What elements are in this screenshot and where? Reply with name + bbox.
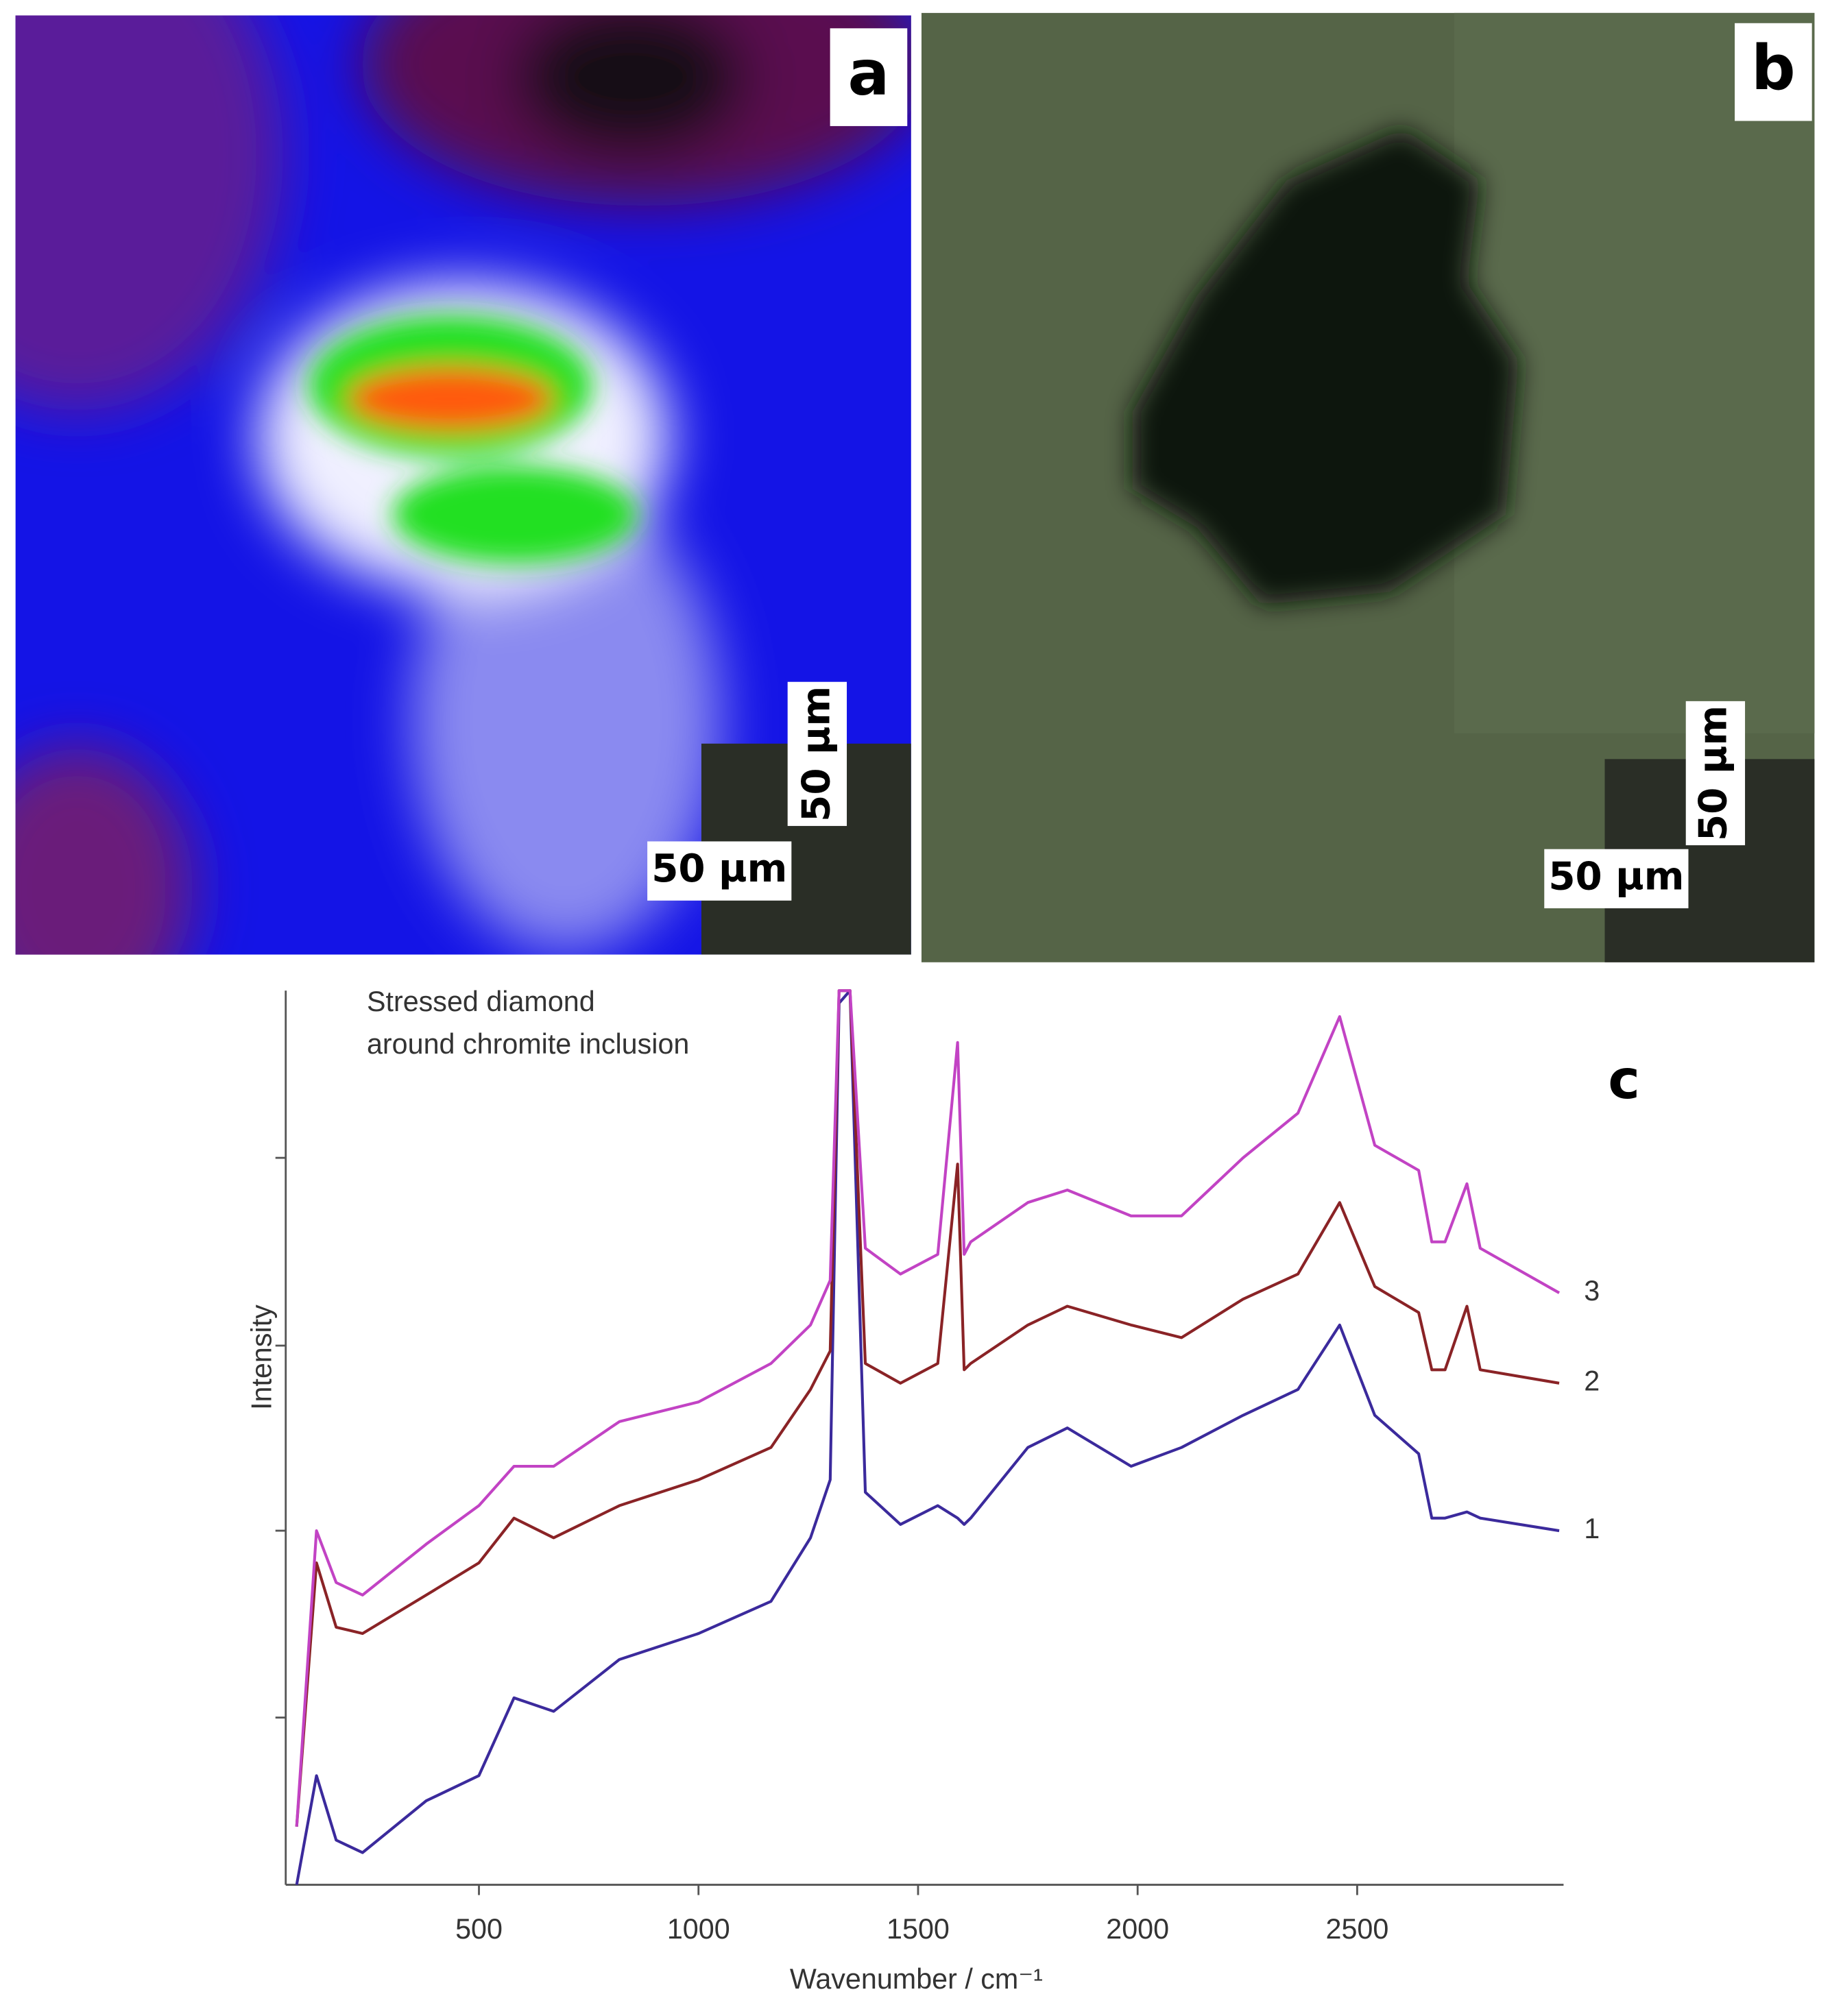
x-tick-label: 500 bbox=[455, 1913, 503, 1945]
scale-label-box bbox=[1544, 849, 1689, 909]
panel-label-box bbox=[830, 28, 908, 126]
x-tick-label: 2000 bbox=[1106, 1913, 1169, 1945]
scale-label-box bbox=[1685, 701, 1746, 846]
series-line bbox=[295, 989, 1560, 1827]
panel-label: a bbox=[848, 38, 890, 110]
scale-bar-label: 50 µm bbox=[1691, 705, 1736, 841]
series-line bbox=[295, 989, 1561, 1827]
scale-bar-label: 50 µm bbox=[794, 686, 839, 822]
panel-label-box bbox=[1735, 23, 1812, 121]
scale-bar-label: 50 µm bbox=[1548, 855, 1684, 899]
panel-a-image bbox=[15, 15, 911, 955]
panel-label: b bbox=[1751, 32, 1795, 104]
scale-bar-label: 50 µm bbox=[651, 847, 787, 891]
panel-label: c bbox=[1608, 1048, 1640, 1111]
x-tick-label: 1500 bbox=[887, 1913, 950, 1945]
scale-label-box bbox=[787, 681, 847, 826]
x-tick-label: 1000 bbox=[667, 1913, 730, 1945]
series-line bbox=[295, 989, 1560, 1885]
x-tick-label: 2500 bbox=[1325, 1913, 1388, 1945]
series-label: 3 bbox=[1584, 1275, 1600, 1307]
annotation: Stressed diamond bbox=[367, 986, 595, 1017]
x-axis-label: Wavenumber / cm⁻¹ bbox=[790, 1963, 1043, 1995]
series-label: 2 bbox=[1584, 1365, 1600, 1397]
panel-b-image bbox=[921, 12, 1815, 962]
series-label: 1 bbox=[1584, 1513, 1600, 1544]
y-axis-label: Intensity bbox=[246, 1304, 278, 1410]
annotation: around chromite inclusion bbox=[367, 1028, 689, 1060]
scale-label-box bbox=[647, 841, 792, 901]
